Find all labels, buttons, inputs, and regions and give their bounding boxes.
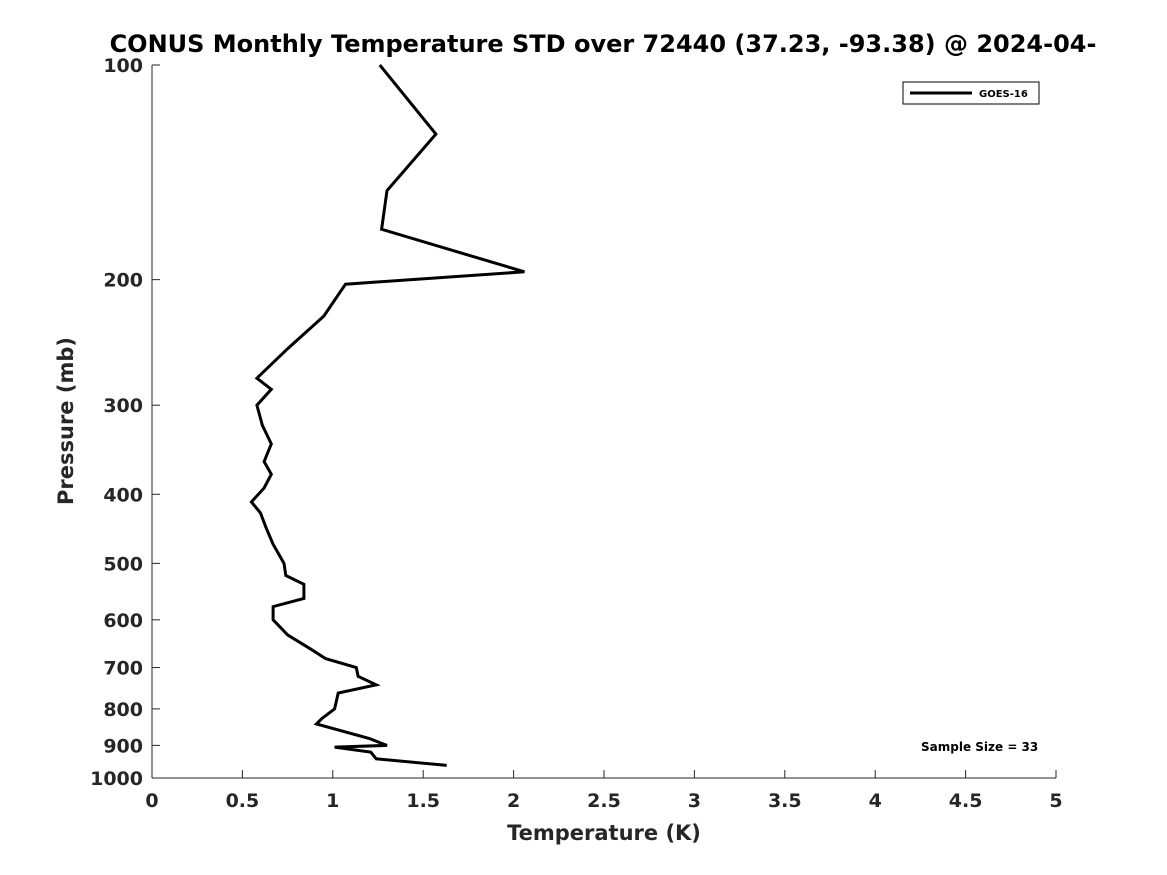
y-axis-title: Pressure (mb) xyxy=(54,337,78,505)
x-tick-label: 0.5 xyxy=(226,790,260,812)
x-axis-ticks: 0 0.5 1 1.5 2 2.5 3 3.5 4 4.5 5 xyxy=(145,770,1063,812)
series-line-goes-16 xyxy=(249,64,525,767)
legend-label-goes-16: GOES-16 xyxy=(979,89,1028,100)
x-tick-label: 1.5 xyxy=(406,790,440,812)
legend: GOES-16 xyxy=(902,81,1040,105)
y-tick-label: 600 xyxy=(103,610,143,632)
y-tick-label: 300 xyxy=(103,395,143,417)
y-tick-label: 800 xyxy=(103,699,143,721)
x-tick-label: 3 xyxy=(688,790,701,812)
y-axis-ticks: 100 200 300 400 500 600 700 800 900 1000 xyxy=(90,55,160,790)
y-tick-label: 1000 xyxy=(90,768,143,790)
x-tick-label: 0 xyxy=(145,790,158,812)
y-tick-label: 700 xyxy=(103,658,143,680)
x-tick-label: 5 xyxy=(1049,790,1062,812)
x-tick-label: 4.5 xyxy=(949,790,983,812)
y-tick-label: 200 xyxy=(103,270,143,292)
x-tick-label: 1 xyxy=(326,790,339,812)
plot-axes xyxy=(151,65,1056,779)
sample-size-annotation: Sample Size = 33 xyxy=(921,740,1038,754)
x-tick-label: 2 xyxy=(507,790,520,812)
x-tick-label: 4 xyxy=(869,790,882,812)
x-tick-label: 2.5 xyxy=(587,790,621,812)
series-layer xyxy=(249,64,525,767)
y-tick-label: 500 xyxy=(103,553,143,575)
y-tick-label: 100 xyxy=(103,55,143,77)
chart-title: CONUS Monthly Temperature STD over 72440… xyxy=(110,30,1097,58)
y-tick-label: 400 xyxy=(103,484,143,506)
x-axis-title: Temperature (K) xyxy=(507,821,701,845)
y-tick-label: 900 xyxy=(103,735,143,757)
x-tick-label: 3.5 xyxy=(768,790,802,812)
